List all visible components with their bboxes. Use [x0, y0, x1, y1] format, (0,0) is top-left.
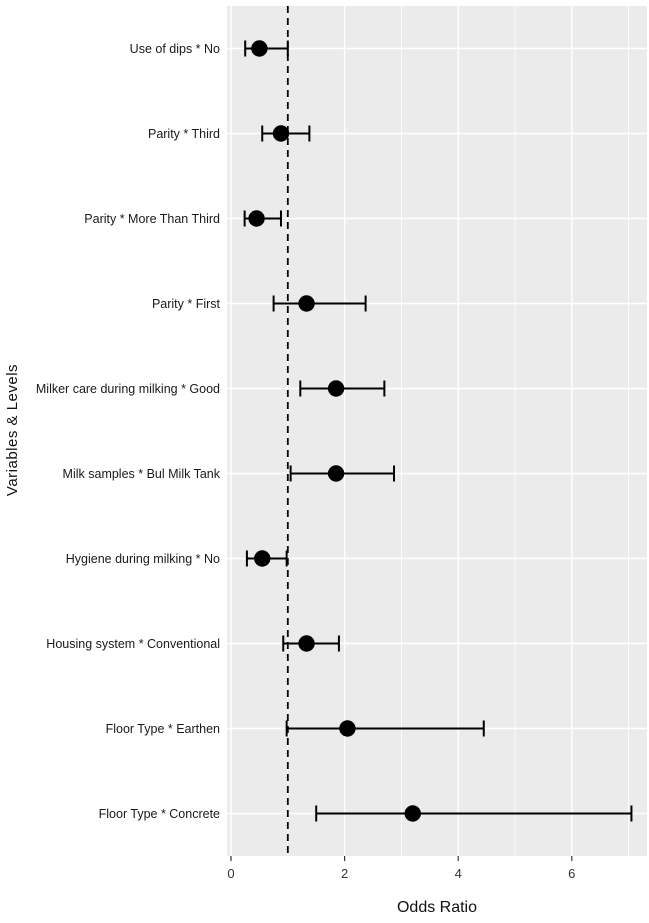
- or-point: [339, 720, 356, 737]
- category-label: Floor Type * Earthen: [106, 722, 220, 736]
- category-label: Use of dips * No: [130, 42, 220, 56]
- panel-background: [227, 6, 647, 856]
- category-label: Parity * More Than Third: [84, 212, 220, 226]
- y-axis-title: Variables & Levels: [4, 364, 21, 496]
- category-label: Milk samples * Bul Milk Tank: [63, 467, 221, 481]
- category-label: Housing system * Conventional: [46, 637, 220, 651]
- or-point: [254, 550, 271, 567]
- category-label: Parity * Third: [148, 127, 220, 141]
- x-tick-label: 2: [341, 866, 348, 881]
- or-point: [327, 465, 345, 482]
- category-label: Parity * First: [152, 297, 221, 311]
- x-axis-title: Odds Ratio: [397, 899, 477, 916]
- x-tick-label: 4: [455, 866, 462, 881]
- gridlines: [227, 6, 647, 856]
- or-point: [248, 210, 265, 227]
- or-point: [298, 295, 315, 312]
- data-layer: [243, 40, 633, 822]
- plot-panel: [227, 6, 647, 856]
- category-label: Milker care during milking * Good: [36, 382, 220, 396]
- category-label: Floor Type * Concrete: [99, 807, 220, 821]
- axis-layer: 0 2 4 6 Use of dips * No Parity * Third Parity…: [36, 42, 576, 881]
- or-point: [272, 125, 290, 142]
- or-point: [327, 380, 345, 397]
- or-point: [404, 805, 421, 822]
- or-point: [251, 40, 268, 57]
- x-tick-label: 0: [227, 866, 234, 881]
- or-point: [298, 635, 315, 652]
- category-label: Hygiene during milking * No: [66, 552, 220, 566]
- x-tick-label: 6: [568, 866, 575, 881]
